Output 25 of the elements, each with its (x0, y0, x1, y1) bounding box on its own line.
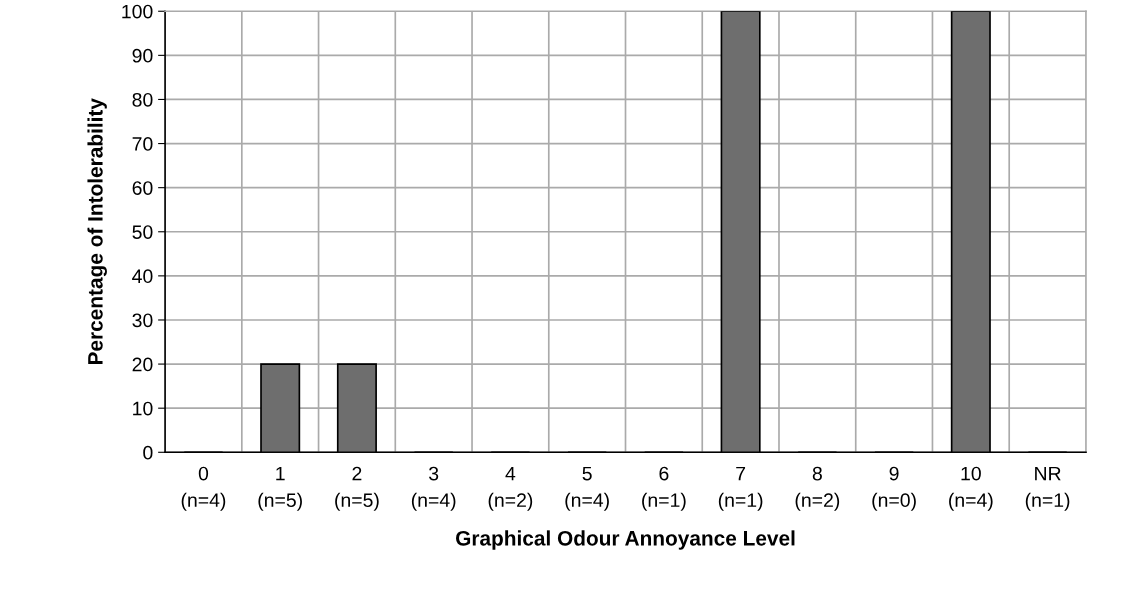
x-tick-label: 1 (n=5) (258, 466, 302, 511)
x-tick-label: 2 (n=5) (335, 466, 379, 511)
x-tick-label: 6 (n=1) (642, 466, 686, 511)
x-axis-title: Graphical Odour Annoyance Level (456, 530, 795, 550)
x-tick-label: 3 (n=4) (411, 466, 456, 511)
x-tick-label: 7 (n=1) (718, 466, 763, 511)
x-tick-label: 0 (n=4) (181, 466, 226, 511)
x-tick-label: 4 (n=2) (488, 466, 533, 511)
y-tick-label: 80 (132, 92, 153, 107)
y-tick-label: 0 (143, 445, 153, 460)
x-tick-label: 9 (n=0) (872, 466, 916, 511)
x-tick-label: 8 (n=2) (795, 466, 840, 511)
y-tick-label: 10 (133, 401, 153, 416)
x-tick-label: 5 (n=4) (565, 466, 609, 511)
y-tick-label: 90 (132, 48, 153, 63)
y-tick-label: 70 (132, 137, 153, 151)
y-tick-label: 30 (132, 313, 153, 328)
y-tick-label: 100 (122, 4, 153, 19)
x-tick-label: 10 (n=4) (949, 466, 993, 511)
y-tick-label: 40 (132, 269, 153, 284)
y-tick-label: 20 (132, 357, 153, 372)
y-tick-label: 60 (132, 181, 153, 195)
x-tick-label: NR (n=1) (1025, 466, 1070, 511)
y-axis-title: Percentage of Intolerability (87, 98, 107, 365)
y-tick-label: 50 (132, 225, 153, 239)
